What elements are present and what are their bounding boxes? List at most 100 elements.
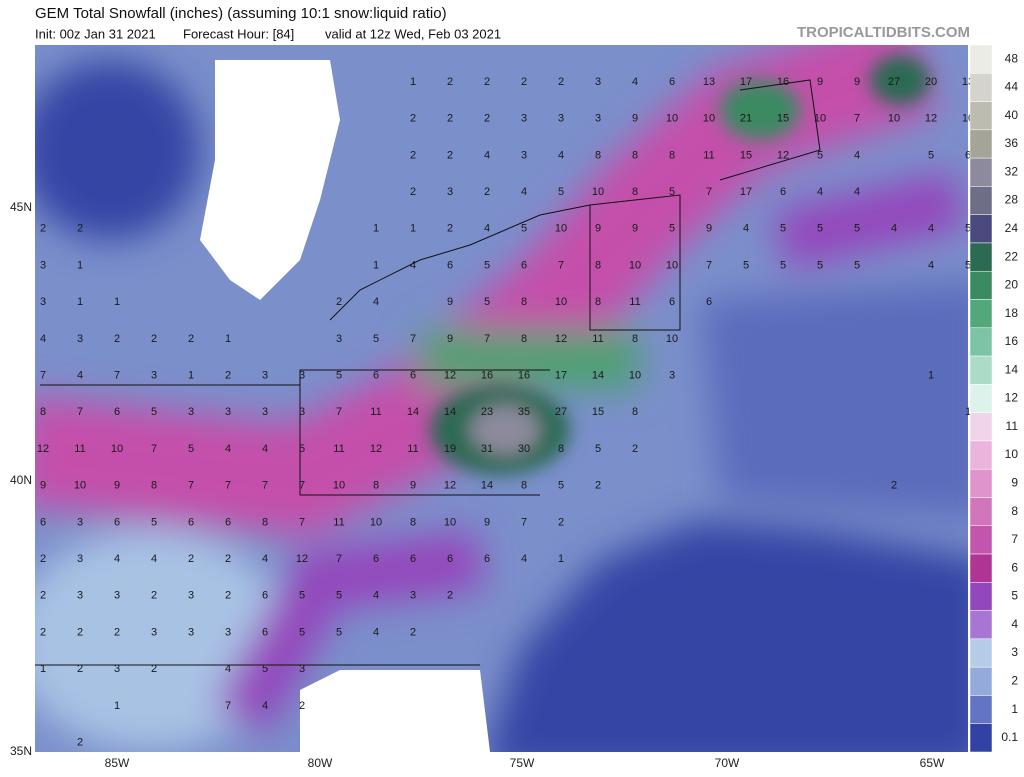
snowfall-value: 23 [481, 406, 493, 418]
snowfall-value: 2 [595, 480, 601, 492]
snowfall-value: 10 [370, 516, 382, 528]
snowfall-value: 5 [299, 443, 305, 455]
snowfall-value: 2 [151, 590, 157, 602]
lon-label: 70W [715, 756, 740, 770]
snowfall-value: 14 [407, 406, 419, 418]
snowfall-value: 1 [965, 406, 971, 418]
snowfall-value: 2 [336, 296, 342, 308]
snowfall-value: 15 [592, 406, 604, 418]
snowfall-value: 9 [854, 76, 860, 88]
snowfall-value: 5 [336, 626, 342, 638]
snowfall-value: 1 [77, 296, 83, 308]
snowfall-value: 2 [225, 370, 231, 382]
snowfall-value: 8 [595, 296, 601, 308]
snowfall-value: 9 [632, 223, 638, 235]
colorbar-swatch [969, 723, 993, 753]
snowfall-value: 7 [854, 113, 860, 125]
colorbar-swatch [969, 186, 993, 215]
snowfall-value: 2 [151, 333, 157, 345]
snowfall-value: 2 [77, 223, 83, 235]
snowfall-value: 4 [558, 149, 564, 161]
snowfall-value: 16 [481, 370, 493, 382]
colorbar-label: 11 [1006, 419, 1019, 433]
snowfall-value: 3 [410, 590, 416, 602]
colorbar-swatch [969, 101, 993, 131]
snowfall-value: 16 [777, 76, 789, 88]
snowfall-value: 6 [706, 296, 712, 308]
snowfall-value: 1 [114, 700, 120, 712]
snowfall-value: 4 [743, 223, 749, 235]
colorbar-label: 22 [1005, 249, 1019, 263]
snowfall-value: 6 [521, 259, 527, 271]
colorbar-swatch [969, 412, 993, 442]
snowfall-value: 14 [592, 370, 604, 382]
snowfall-value: 3 [77, 333, 83, 345]
colorbar-label: 6 [1011, 560, 1018, 574]
snowfall-value: 2 [447, 76, 453, 88]
snowfall-value: 9 [632, 113, 638, 125]
snowfall-value: 19 [444, 443, 456, 455]
snowfall-value: 3 [151, 370, 157, 382]
snowfall-value: 2 [40, 590, 46, 602]
colorbar-swatch [969, 610, 993, 640]
snowfall-value: 10 [555, 296, 567, 308]
lon-label: 80W [308, 756, 333, 770]
snowfall-value: 5 [669, 223, 675, 235]
snowfall-value: 4 [817, 186, 823, 198]
snowfall-value: 7 [299, 480, 305, 492]
colorbar-label: 3 [1011, 645, 1018, 659]
snowfall-value: 2 [114, 626, 120, 638]
snowfall-value: 3 [77, 590, 83, 602]
snowfall-value: 15 [740, 149, 752, 161]
colorbar-label: 8 [1011, 504, 1018, 518]
snowfall-value: 5 [743, 259, 749, 271]
colorbar-label: 32 [1005, 164, 1019, 178]
colorbar-swatch [969, 525, 993, 555]
snowfall-value: 8 [558, 443, 564, 455]
snowfall-value: 2 [77, 626, 83, 638]
snowfall-value: 6 [669, 296, 675, 308]
snowfall-value: 6 [669, 76, 675, 88]
snowfall-value: 3 [299, 663, 305, 675]
valid: valid at 12z Wed, Feb 03 2021 [325, 26, 501, 41]
snowfall-value: 3 [262, 406, 268, 418]
snowfall-value: 35 [518, 406, 530, 418]
snowfall-value: 8 [410, 516, 416, 528]
snowfall-value: 31 [481, 443, 493, 455]
snowfall-value: 2 [225, 590, 231, 602]
colorbar-label: 20 [1005, 278, 1019, 292]
colorbar-swatch [969, 242, 993, 272]
snowfall-value: 11 [370, 406, 381, 418]
lat-label: 35N [10, 744, 32, 758]
colorbar-label: 28 [1005, 193, 1019, 207]
snowfall-value: 1 [410, 76, 416, 88]
snowfall-value: 3 [595, 76, 601, 88]
snowfall-value: 5 [484, 259, 490, 271]
snowfall-value: 7 [77, 406, 83, 418]
snowfall-value: 1 [373, 259, 379, 271]
snowfall-value: 8 [669, 149, 675, 161]
snowfall-value: 4 [928, 223, 934, 235]
snowfall-value: 7 [299, 516, 305, 528]
snowfall-value: 3 [336, 333, 342, 345]
snowfall-value: 5 [484, 296, 490, 308]
snowfall-value: 7 [225, 480, 231, 492]
snowfall-value: 5 [965, 223, 971, 235]
snowfall-value: 3 [77, 553, 83, 565]
snowfall-value: 8 [632, 149, 638, 161]
snowfall-value: 6 [114, 516, 120, 528]
snowfall-value: 4 [521, 553, 527, 565]
snowfall-value: 4 [891, 223, 897, 235]
snowfall-value: 3 [299, 370, 305, 382]
snowfall-value: 2 [447, 149, 453, 161]
snowfall-value: 4 [410, 259, 416, 271]
colorbar-swatch [969, 582, 993, 611]
snowfall-value: 2 [40, 223, 46, 235]
snowfall-value: 1 [410, 223, 416, 235]
snowfall-value: 7 [262, 480, 268, 492]
snowfall-value: 17 [555, 370, 567, 382]
colorbar-label: 44 [1005, 80, 1019, 94]
snowfall-value: 5 [817, 223, 823, 235]
snowfall-value: 4 [928, 259, 934, 271]
